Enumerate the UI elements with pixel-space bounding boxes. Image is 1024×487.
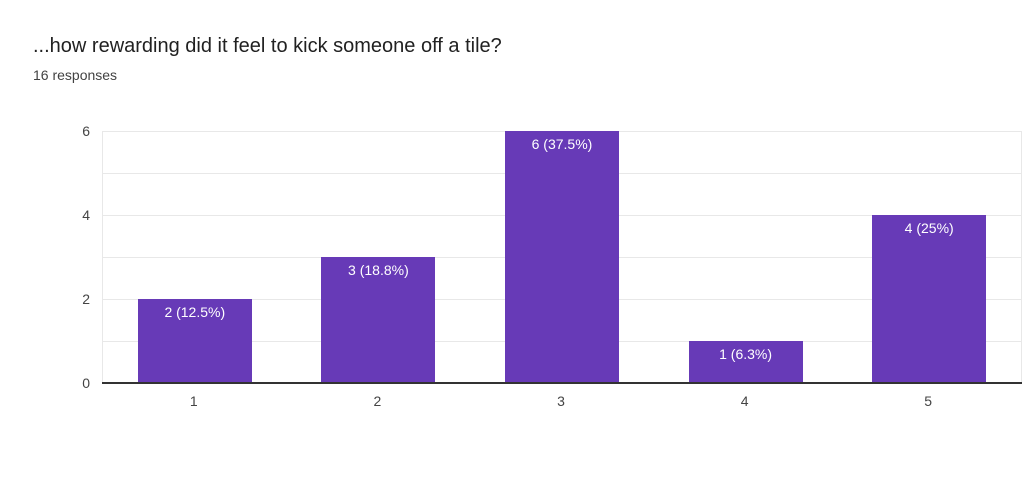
- bar-slot-1: 2 (12.5%): [103, 131, 287, 383]
- bar-5[interactable]: 4 (25%): [872, 215, 987, 383]
- bar-value-label-1: 2 (12.5%): [164, 304, 226, 320]
- x-tick-5: 5: [924, 393, 933, 409]
- y-tick-2: 2: [82, 291, 90, 307]
- bar-2[interactable]: 3 (18.8%): [321, 257, 436, 383]
- x-tick-4: 4: [740, 393, 749, 409]
- bar-3[interactable]: 6 (37.5%): [504, 131, 619, 383]
- bar-value-label-3: 6 (37.5%): [531, 136, 593, 152]
- y-tick-0: 0: [82, 375, 90, 391]
- chart-title: ...how rewarding did it feel to kick som…: [33, 35, 502, 57]
- bar-slot-3: 6 (37.5%): [470, 131, 654, 383]
- bar-value-label-4: 1 (6.3%): [719, 346, 773, 362]
- bar-value-label-2: 3 (18.8%): [348, 262, 409, 278]
- bar-slot-2: 3 (18.8%): [287, 131, 471, 383]
- response-count: 16 responses: [33, 67, 118, 83]
- bar-slot-5: 4 (25%): [837, 131, 1021, 383]
- x-axis-baseline: [102, 382, 1022, 384]
- x-tick-3: 3: [557, 393, 565, 409]
- y-tick-6: 6: [82, 123, 90, 139]
- x-tick-1: 1: [189, 393, 198, 409]
- bar-value-label-5: 4 (25%): [904, 220, 954, 236]
- bar-slot-4: 1 (6.3%): [654, 131, 838, 383]
- y-tick-4: 4: [82, 207, 90, 223]
- plot-area: 2 (12.5%) 3 (18.8%) 6 (37.5%) 1 (6.3%) 4 (25…: [102, 131, 1022, 383]
- bar-4[interactable]: 1 (6.3%): [688, 341, 803, 383]
- x-tick-2: 2: [373, 393, 382, 409]
- bar-1[interactable]: 2 (12.5%): [137, 299, 252, 383]
